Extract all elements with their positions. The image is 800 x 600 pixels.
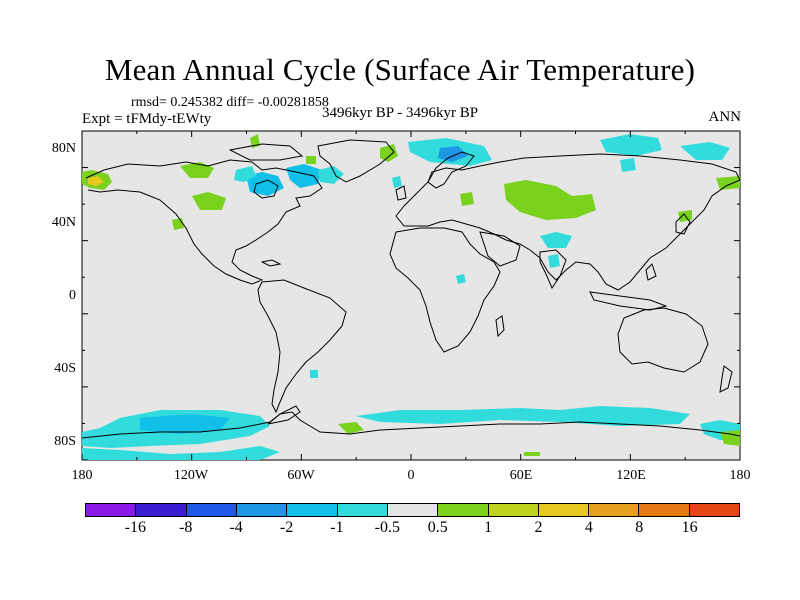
coastline-indonesia (589, 291, 668, 311)
colorbar-swatch (136, 504, 187, 516)
anomaly-patch (286, 164, 322, 188)
anomaly-patch (460, 192, 474, 206)
chart-title: Mean Annual Cycle (Surface Air Temperatu… (104, 52, 696, 87)
lon-label-120e: 120E (616, 468, 646, 483)
colorbar-label: -8 (179, 519, 193, 536)
anomaly-patch (192, 192, 226, 210)
axis-ticks (81, 130, 741, 461)
anomaly-patch (82, 446, 280, 460)
coastline-new-zealand (719, 365, 733, 393)
colorbar-swatch (387, 504, 439, 516)
colorbar-label: -0.5 (374, 519, 400, 536)
coastline-arctic-islands (228, 143, 304, 161)
coastline-madagascar (495, 315, 505, 338)
coastline-africa (389, 227, 501, 353)
coastline-north-america (85, 159, 323, 285)
anomaly-patch (438, 146, 468, 162)
colorbar-label: 1 (484, 519, 493, 536)
colorbar-swatch (186, 504, 237, 516)
anomaly-patch (504, 180, 596, 220)
coastline-caribbean (260, 259, 282, 267)
map-plot-area (81, 130, 741, 461)
coastline-british-isles (395, 185, 407, 201)
lat-label-80s: 80S (54, 434, 76, 449)
colorbar-label: -2 (279, 519, 294, 536)
anomaly-patch (680, 142, 730, 160)
anomaly-patch (380, 144, 398, 162)
colorbar-label: 0.5 (427, 519, 448, 536)
lat-label-40n: 40N (51, 215, 76, 230)
colorbar-swatch (86, 504, 137, 516)
anomaly-patch (716, 176, 740, 190)
coastline-hudson-bay (253, 179, 279, 199)
colorbar-swatch (488, 504, 539, 516)
lat-label-40s: 40S (54, 361, 76, 376)
lon-label-0: 0 (407, 468, 415, 483)
colorbar-label: -16 (124, 519, 147, 536)
anomaly-patch (524, 452, 540, 456)
colorbar-label: 8 (635, 519, 644, 536)
colorbar-label: -4 (229, 519, 243, 536)
anomaly-patch (338, 422, 364, 434)
anomaly-patch (246, 172, 284, 196)
anomaly-patch (140, 414, 230, 434)
coastline-scandinavia (427, 151, 475, 189)
lon-label-180w: 180 (71, 468, 93, 483)
coastlines (81, 139, 741, 439)
experiment-label: Expt = tFMdy-tEWty (82, 111, 212, 127)
colorbar-swatch (337, 504, 388, 516)
lon-label-60e: 60E (509, 468, 533, 483)
anomaly-patch (600, 134, 662, 156)
colorbar-label: 4 (584, 519, 593, 536)
lat-label-80n: 80N (51, 141, 76, 156)
anomaly-patch (720, 430, 740, 446)
colorbar-swatch (236, 504, 288, 516)
anomaly-patch (548, 254, 560, 268)
anomaly-patch (88, 176, 104, 186)
coastline-philippines (645, 263, 657, 281)
lat-label-0: 0 (69, 288, 76, 303)
anomaly-patch (402, 412, 418, 420)
anomaly-patch (172, 218, 184, 230)
anomaly-patches (82, 134, 740, 460)
anomaly-patch (234, 166, 256, 182)
coastline-india (539, 249, 567, 290)
colorbar-swatch (438, 504, 489, 516)
colorbar-swatch (538, 504, 590, 516)
coastline-greenland (317, 139, 395, 183)
anomaly-patch (356, 406, 690, 426)
season-label: ANN (708, 109, 742, 125)
anomaly-patch (310, 370, 318, 378)
period-label: 3496kyr BP - 3496kyr BP (322, 105, 479, 121)
coastline-japan (675, 213, 691, 235)
colorbar-swatch (689, 504, 740, 516)
lon-label-180e: 180 (729, 468, 751, 483)
colorbar-swatch (639, 504, 690, 516)
colorbar-label: 16 (681, 519, 698, 536)
colorbar-label: -1 (330, 519, 344, 536)
colorbar-label: 2 (534, 519, 543, 536)
colorbar-swatch (287, 504, 338, 516)
anomaly-patch (540, 232, 572, 248)
colorbar-swatch (589, 504, 640, 516)
anomaly-patch (306, 156, 316, 164)
anomaly-patch (392, 176, 402, 188)
coastline-antarctic-peninsula (267, 405, 301, 425)
coastline-antarctica (81, 411, 741, 439)
rmsd-diff-stats: rmsd= 0.245382 diff= -0.00281858 (131, 95, 329, 110)
coastline-australia (617, 307, 709, 373)
coastline-arabia (479, 231, 521, 267)
coastline-eurasia (395, 153, 741, 291)
coastline-south-america (257, 279, 347, 414)
anomaly-patch (456, 274, 466, 284)
colorbar (85, 503, 740, 517)
lon-label-120w: 120W (173, 468, 209, 483)
anomaly-patch (318, 166, 344, 184)
anomaly-patch (620, 158, 636, 172)
lon-label-60w: 60W (287, 468, 315, 483)
